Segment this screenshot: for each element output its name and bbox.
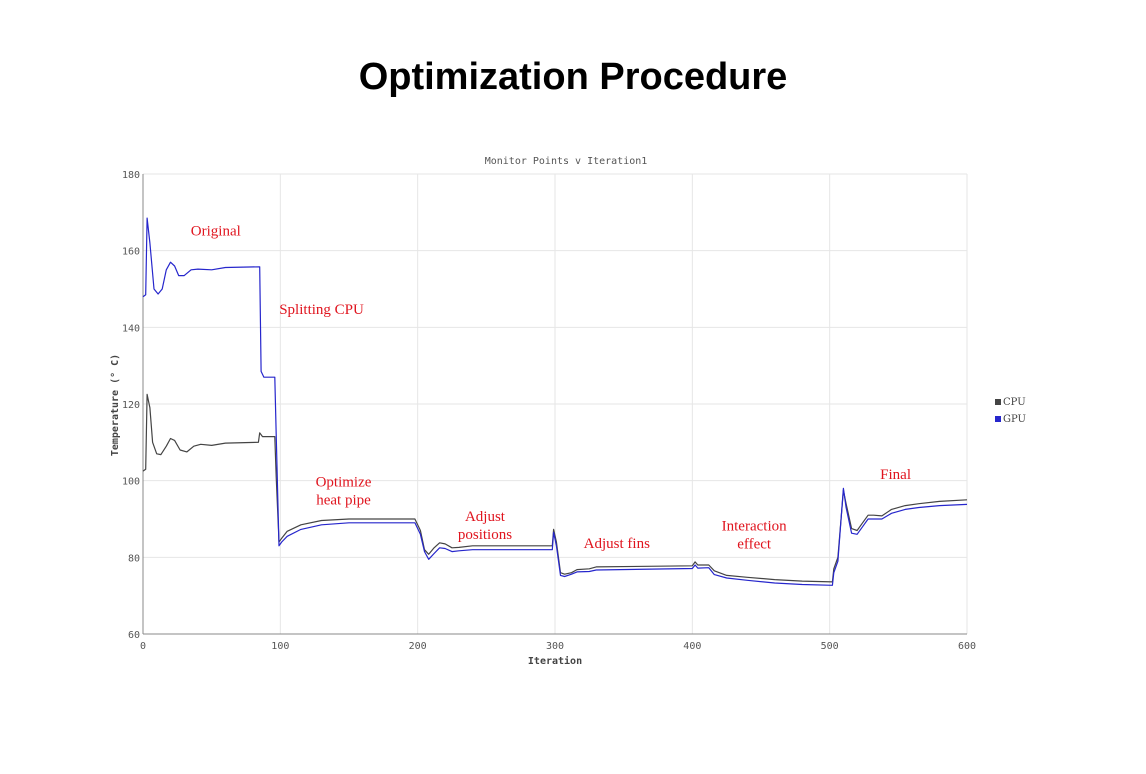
annotation-label: Final	[880, 467, 911, 483]
x-tick-label: 600	[958, 641, 976, 652]
annotation-label: Optimize heat pipe	[316, 474, 372, 508]
legend-label-cpu: CPU	[1003, 397, 1026, 408]
series-line-gpu	[142, 217, 968, 586]
y-axis-title: Temperature (° C)	[110, 354, 121, 456]
x-tick-label: 400	[683, 641, 701, 652]
x-tick-label: 300	[546, 641, 564, 652]
y-tick-label: 80	[128, 553, 140, 564]
chart-title: Monitor Points v Iteration1	[485, 156, 648, 167]
axes: 0 100 200 300 400 500 600 60 80 100 120 140 160 180	[122, 170, 976, 652]
annotation-label: Original	[191, 223, 241, 239]
annotation-label: Interaction effect	[722, 519, 787, 553]
x-axis-title: Iteration	[528, 655, 582, 667]
x-tick-label: 200	[409, 641, 427, 652]
legend: CPU GPU	[995, 397, 1026, 425]
y-tick-label: 180	[122, 170, 140, 181]
x-tick-label: 500	[821, 641, 839, 652]
y-tick-label: 160	[122, 247, 140, 258]
legend-swatch-gpu	[995, 416, 1001, 422]
x-tick-label: 100	[271, 641, 289, 652]
slide-title: Optimization Procedure	[358, 56, 788, 98]
grid	[143, 173, 968, 634]
annotation-label: Adjust positions	[458, 509, 512, 543]
y-tick-label: 140	[122, 323, 140, 334]
annotation-label: Splitting CPU	[279, 302, 364, 318]
legend-label-gpu: GPU	[1003, 414, 1026, 425]
y-tick-label: 60	[128, 630, 140, 641]
annotation-label: Adjust fins	[584, 536, 650, 552]
series-layer	[142, 217, 968, 586]
y-tick-label: 100	[122, 477, 140, 488]
legend-swatch-cpu	[995, 399, 1001, 405]
x-tick-label: 0	[140, 641, 146, 652]
y-tick-label: 120	[122, 400, 140, 411]
annotations: Original Splitting CPU Optimize heat pipe Ad…	[191, 223, 911, 552]
